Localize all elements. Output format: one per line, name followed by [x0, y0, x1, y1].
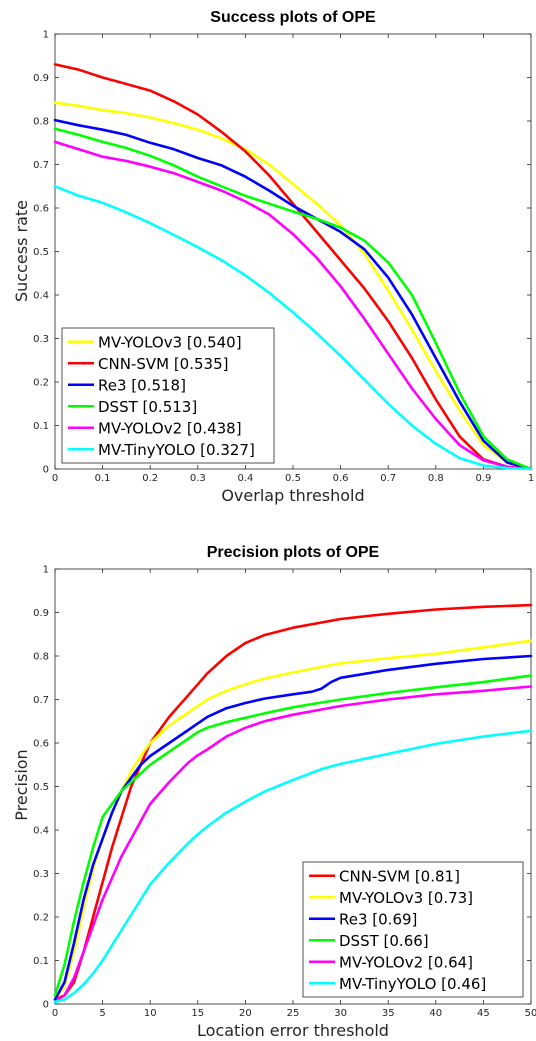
- success-legend-entry: DSST [0.513]: [98, 398, 197, 416]
- precision-series-line-cnn-svm: [53, 603, 533, 1001]
- success-y-tick-label: 0.4: [33, 291, 49, 302]
- success-legend-box: [61, 327, 275, 464]
- precision-plot-area: 0 5 10 15 20 25 30 35 40 45 50 0 0.1 0.2 0.3 0.4 0.5 0.6 0…: [33, 565, 536, 1020]
- precision-legend-entry: DSST [0.66]: [339, 932, 429, 950]
- success-series-line-mv-yolov2: [53, 140, 533, 471]
- success-legend-entry: CNN-SVM [0.535]: [98, 355, 228, 373]
- precision-plot-y-axis-label: Precision: [12, 749, 31, 820]
- success-series-line-re3: [53, 118, 533, 471]
- precision-x-tick-label: 35: [382, 1008, 395, 1019]
- precision-x-tick-label: 5: [99, 1008, 105, 1019]
- precision-y-tick-label: 0.9: [33, 608, 49, 619]
- success-legend-entry: MV-YOLOv2 [0.438]: [98, 419, 242, 437]
- precision-legend-box: [302, 861, 524, 998]
- success-plot-area: 0 0.1 0.2 0.3 0.4 0.5 0.6 0.7 0.8 0.9 1 0 0.1 0.2 0.3 0…: [33, 30, 534, 485]
- precision-x-tick-label: 15: [191, 1008, 204, 1019]
- precision-plot-x-axis-label: Location error threshold: [197, 1021, 389, 1040]
- success-plot: Success plots of OPE Overlap threshold S…: [12, 9, 534, 505]
- success-y-tick-label: 0.6: [33, 204, 49, 215]
- precision-y-tick-label: 0.8: [33, 652, 49, 663]
- success-y-tick-label: 0.7: [33, 160, 49, 171]
- precision-x-tick-label: 30: [334, 1008, 347, 1019]
- precision-y-tick-label: 0.1: [33, 956, 49, 967]
- success-x-tick-label: 0.9: [475, 473, 491, 484]
- success-y-tick-label: 0.8: [33, 117, 49, 128]
- success-legend-entry: MV-YOLOv3 [0.540]: [98, 333, 242, 351]
- precision-x-tick-label: 10: [144, 1008, 157, 1019]
- success-x-tick-label: 0.1: [95, 473, 111, 484]
- success-plot-title: Success plots of OPE: [210, 9, 376, 26]
- success-x-tick-label: 0.2: [142, 473, 158, 484]
- precision-series-line-mv-tinyyolo: [53, 729, 533, 1004]
- precision-series-line-re3: [53, 654, 533, 1001]
- success-y-tick-label: 0.5: [33, 247, 49, 258]
- precision-x-tick-label: 40: [429, 1008, 442, 1019]
- success-x-tick-label: 0.7: [380, 473, 396, 484]
- precision-legend-entry: CNN-SVM [0.81]: [339, 867, 460, 885]
- precision-legend-entry: MV-TinyYOLO [0.46]: [339, 975, 486, 993]
- success-plot-y-axis-label: Success rate: [12, 200, 31, 302]
- precision-y-tick-label: 0.6: [33, 739, 49, 750]
- precision-series-line-dsst: [53, 674, 533, 997]
- success-y-tick-label: 0.3: [33, 334, 49, 345]
- precision-x-tick-label: 50: [525, 1008, 536, 1019]
- success-legend: MV-YOLOv3 [0.540] CNN-SVM [0.535] Re3 [0.5…: [61, 327, 275, 464]
- success-plot-x-axis-label: Overlap threshold: [221, 486, 364, 505]
- precision-y-tick-label: 0.4: [33, 826, 49, 837]
- precision-plot: Precision plots of OPE Location error th…: [12, 544, 536, 1040]
- precision-series-line-mv-yolov2: [53, 685, 533, 1004]
- precision-legend-entry: Re3 [0.69]: [339, 910, 417, 928]
- success-series-line-mv-yolov3: [53, 101, 533, 471]
- success-x-tick-label: 0.6: [333, 473, 349, 484]
- precision-legend: CNN-SVM [0.81] MV-YOLOv3 [0.73] Re3 [0.69]…: [302, 861, 524, 998]
- precision-y-tick-label: 1: [43, 565, 49, 576]
- success-y-tick-label: 1: [43, 30, 49, 41]
- success-series-line-cnn-svm: [53, 63, 533, 471]
- precision-legend-entry: MV-YOLOv2 [0.64]: [339, 953, 473, 971]
- success-series-line-mv-tinyyolo: [53, 185, 533, 471]
- success-y-tick-label: 0.2: [33, 378, 49, 389]
- precision-y-tick-label: 0: [43, 1000, 49, 1011]
- precision-y-tick-label: 0.3: [33, 869, 49, 880]
- precision-x-tick-label: 20: [239, 1008, 252, 1019]
- precision-x-tick-label: 45: [477, 1008, 490, 1019]
- success-x-tick-label: 0.8: [428, 473, 444, 484]
- precision-y-tick-label: 0.2: [33, 913, 49, 924]
- success-legend-entry: MV-TinyYOLO [0.327]: [98, 441, 255, 459]
- success-x-tick-label: 0.4: [237, 473, 253, 484]
- success-legend-entry: Re3 [0.518]: [98, 376, 186, 394]
- precision-plot-title: Precision plots of OPE: [207, 544, 380, 561]
- success-y-tick-label: 0.1: [33, 421, 49, 432]
- success-y-tick-label: 0: [43, 465, 49, 476]
- precision-x-tick-label: 0: [52, 1008, 58, 1019]
- precision-y-tick-label: 0.5: [33, 782, 49, 793]
- success-x-tick-label: 1: [528, 473, 534, 484]
- precision-x-tick-label: 25: [287, 1008, 300, 1019]
- precision-legend-entry: MV-YOLOv3 [0.73]: [339, 889, 473, 907]
- success-y-tick-label: 0.9: [33, 73, 49, 84]
- success-x-tick-label: 0.3: [190, 473, 206, 484]
- success-x-tick-label: 0.5: [285, 473, 301, 484]
- precision-y-tick-label: 0.7: [33, 695, 49, 706]
- success-x-tick-label: 0: [52, 473, 58, 484]
- success-series-line-dsst: [53, 127, 533, 471]
